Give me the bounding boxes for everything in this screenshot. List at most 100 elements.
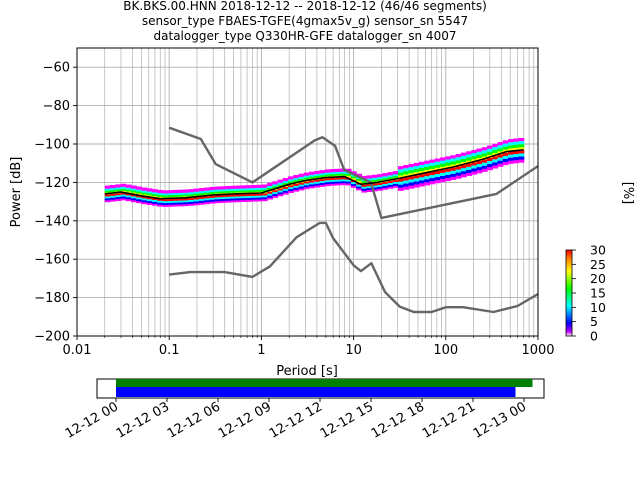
- psd-cell: [392, 180, 399, 184]
- psd-cell: [377, 177, 383, 182]
- psd-cell: [502, 158, 509, 163]
- psd-cell: [481, 162, 488, 166]
- psd-cell: [146, 192, 153, 196]
- psd-cell: [214, 188, 221, 192]
- psd-cell: [418, 167, 425, 172]
- psd-cell: [204, 189, 211, 193]
- psd-cell: [497, 142, 504, 146]
- psd-cell: [303, 172, 310, 176]
- psd-cell: [345, 174, 352, 178]
- psd-cell: [109, 198, 116, 202]
- psd-cell: [476, 154, 483, 158]
- psd-cell: [235, 187, 242, 191]
- psd-cell: [314, 182, 321, 186]
- psd-cell: [109, 186, 116, 191]
- psd-cell: [277, 179, 284, 183]
- psd-cell: [492, 156, 499, 160]
- psd-cell: [476, 160, 483, 165]
- psd-cell: [382, 176, 389, 181]
- psd-cell: [398, 181, 404, 185]
- psd-cell: [429, 162, 436, 166]
- psd-cell: [518, 144, 525, 148]
- psd-cell: [188, 192, 195, 197]
- psd-cell: [267, 186, 273, 190]
- psd-cell: [434, 180, 441, 184]
- psd-histogram: [104, 137, 525, 207]
- psd-cell: [398, 184, 404, 188]
- psd-cell: [418, 161, 425, 165]
- psd-cell: [319, 174, 326, 178]
- psd-cell: [219, 199, 226, 203]
- psd-cell: [130, 197, 137, 201]
- psd-cell: [230, 185, 237, 189]
- psd-cell: [345, 182, 352, 186]
- psd-cell: [513, 150, 520, 155]
- x-tick-label: 0.1: [159, 343, 180, 358]
- psd-cell: [146, 188, 153, 192]
- psd-cell: [277, 189, 284, 193]
- psd-cell: [518, 153, 525, 157]
- psd-cell: [382, 186, 389, 190]
- psd-cell: [324, 177, 331, 181]
- psd-cell: [214, 196, 221, 200]
- psd-cell: [408, 170, 415, 174]
- psd-cell: [183, 202, 190, 207]
- psd-cell: [251, 192, 258, 196]
- psd-cell: [199, 199, 205, 203]
- psd-cell: [398, 187, 404, 191]
- psd-cell: [235, 191, 242, 195]
- psd-cell: [178, 195, 184, 199]
- psd-cell: [439, 169, 446, 173]
- psd-cell: [445, 156, 451, 160]
- psd-cell: [319, 170, 326, 174]
- psd-cell: [361, 189, 368, 193]
- psd-cell: [371, 184, 378, 188]
- psd-cell: [240, 194, 247, 199]
- psd-cell: [272, 181, 279, 185]
- psd-cell: [178, 197, 184, 201]
- psd-cell: [115, 186, 122, 190]
- psd-cell: [492, 162, 499, 166]
- psd-cell: [151, 192, 158, 197]
- psd-cell: [115, 193, 122, 198]
- psd-cell: [418, 170, 425, 175]
- psd-cell: [371, 174, 378, 178]
- psd-cell: [136, 190, 143, 194]
- psd-cell: [209, 188, 216, 193]
- psd-cell: [476, 170, 483, 174]
- psd-cell: [439, 172, 446, 176]
- psd-cell: [109, 184, 116, 189]
- psd-cell: [146, 194, 153, 198]
- psd-cell: [125, 186, 132, 190]
- psd-cell: [303, 185, 310, 190]
- psd-cell: [183, 201, 190, 205]
- psd-cell: [497, 157, 504, 161]
- psd-cell: [183, 199, 190, 203]
- psd-cell: [445, 159, 451, 163]
- psd-cell: [308, 183, 315, 187]
- psd-cell: [392, 182, 399, 186]
- psd-cell: [256, 196, 263, 200]
- psd-cell: [471, 152, 478, 157]
- psd-cell: [424, 179, 431, 183]
- psd-cell: [115, 192, 122, 196]
- psd-cell: [115, 184, 122, 188]
- x-tick-label: 100: [433, 343, 458, 358]
- psd-cell: [466, 166, 472, 170]
- psd-cell: [429, 171, 436, 176]
- psd-cell: [141, 191, 148, 195]
- psd-cell: [377, 185, 383, 189]
- psd-cell: [172, 201, 179, 205]
- psd-cell: [246, 194, 252, 198]
- psd-cell: [167, 203, 174, 207]
- psd-cell: [288, 187, 294, 192]
- psd-cell: [350, 184, 357, 188]
- psd-cell: [141, 199, 148, 203]
- colorbar-tick-label: 5: [590, 314, 598, 329]
- psd-cell: [188, 196, 195, 200]
- psd-cell: [136, 199, 143, 204]
- psd-cell: [418, 180, 425, 184]
- psd-cell: [487, 145, 493, 149]
- psd-cell: [146, 199, 153, 204]
